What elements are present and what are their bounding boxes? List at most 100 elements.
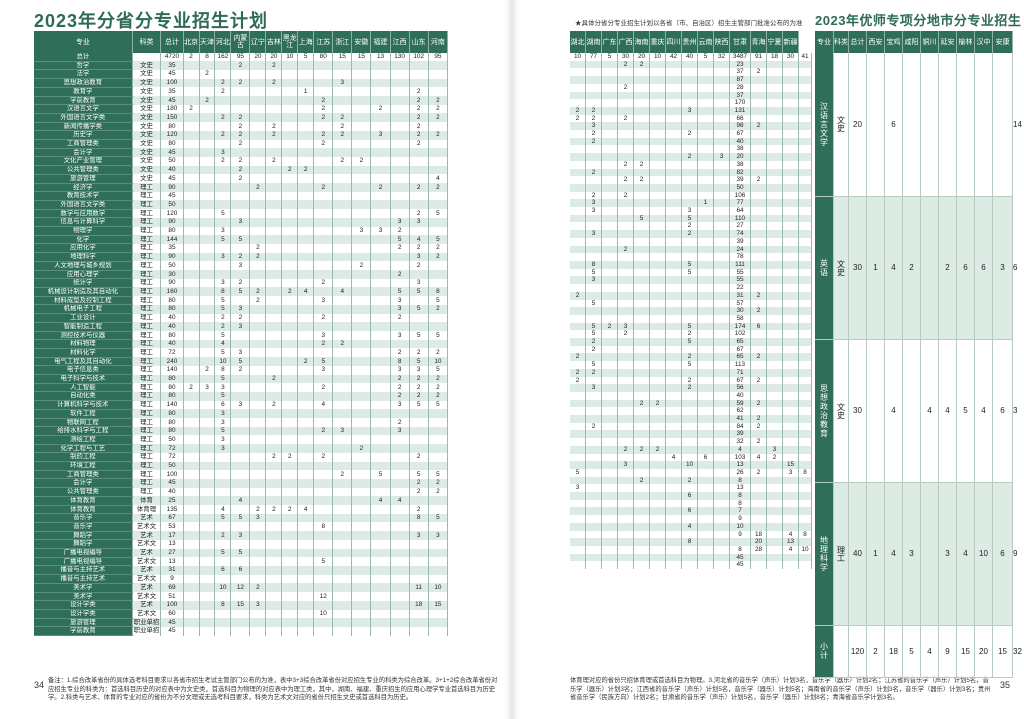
table-cell: [633, 276, 650, 285]
table-cell: [665, 353, 682, 362]
table-cell: 2: [230, 174, 251, 184]
table-cell: 2: [409, 209, 429, 218]
table-cell: [782, 314, 799, 323]
table-cell: [697, 422, 714, 431]
table-cell: [633, 530, 650, 539]
table-cell: 2: [249, 287, 267, 297]
table-cell: 2: [649, 399, 666, 408]
table-cell: [183, 400, 200, 410]
table-cell: [697, 214, 714, 223]
table-cell: [665, 538, 682, 546]
table-cell: 3: [428, 531, 449, 540]
table-cell: 5: [214, 391, 232, 401]
table-row: 工业设计 理工 40 2 2 2 2: [34, 313, 449, 323]
table-cell: 67: [729, 376, 751, 385]
table-cell: [297, 148, 315, 157]
table-cell: [265, 113, 283, 123]
table-cell: [390, 513, 410, 523]
table-cell: 58: [729, 314, 751, 323]
table-cell: [633, 384, 650, 392]
table-cell: [649, 183, 666, 192]
table-cell: [332, 583, 353, 593]
table-cell: [281, 461, 299, 471]
table-cell: 98: [729, 122, 751, 131]
table-cell: [428, 418, 449, 427]
table-cell: [370, 69, 391, 79]
table-cell: 理工: [132, 278, 162, 288]
table-cell: 10: [570, 53, 586, 61]
table-cell: 2: [249, 252, 267, 262]
table-cell: [249, 496, 267, 506]
table-cell: [766, 430, 783, 439]
table-cell: 2: [681, 353, 698, 362]
major-cell: 广播电视编导: [34, 548, 133, 558]
table-row: 38: [570, 145, 812, 154]
table-cell: [697, 330, 714, 339]
table-cell: 4: [370, 496, 391, 506]
table-cell: [370, 148, 391, 157]
table-cell: [782, 91, 799, 100]
table-cell: [332, 278, 353, 288]
table-cell: [428, 574, 449, 584]
table-cell: [665, 137, 682, 146]
table-cell: 2: [313, 426, 334, 436]
table-cell: [601, 468, 618, 477]
table-cell: [281, 243, 299, 253]
table-cell: [249, 609, 267, 619]
major-cell: 英语: [815, 196, 834, 340]
table-cell: [782, 130, 799, 138]
table-cell: 30: [848, 339, 867, 483]
table-cell: [601, 68, 618, 77]
table-cell: [649, 561, 666, 570]
table-cell: [390, 531, 410, 540]
table-cell: 8: [585, 260, 602, 269]
table-cell: [713, 507, 730, 516]
table-cell: [297, 444, 315, 453]
table-row: 思想政治教育 文史 30 4 4 4 5 4 6 3: [815, 339, 1017, 483]
table-cell: [766, 499, 783, 508]
table-cell: [428, 261, 449, 271]
table-cell: [332, 435, 353, 445]
table-cell: [766, 83, 783, 92]
table-cell: 2: [585, 338, 602, 346]
table-cell: [766, 476, 783, 485]
table-cell: 理工: [132, 357, 162, 366]
table-cell: 40: [729, 391, 751, 400]
table-cell: [570, 276, 586, 285]
table-cell: [798, 99, 812, 107]
table-cell: [617, 492, 634, 500]
table-cell: [617, 553, 634, 562]
table-cell: [681, 407, 698, 416]
table-cell: [601, 253, 618, 261]
table-cell: [370, 139, 391, 149]
major-cell: 总计: [34, 53, 133, 62]
table-cell: 2: [199, 96, 216, 105]
table-cell: [351, 539, 372, 549]
table-row: 2 40: [570, 137, 812, 146]
table-cell: [766, 391, 783, 400]
table-cell: [601, 145, 618, 154]
table-cell: [428, 452, 449, 462]
table-cell: [370, 243, 391, 253]
major-cell: 体育教育: [34, 505, 133, 515]
table-cell: 5: [428, 235, 449, 244]
table-cell: [230, 383, 251, 392]
table-cell: [297, 174, 315, 184]
major-cell: 人工智能: [34, 383, 133, 393]
table-cell: [766, 153, 783, 161]
table-cell: [409, 426, 429, 436]
table-cell: [428, 496, 449, 506]
table-cell: [649, 492, 666, 500]
table-cell: [265, 409, 283, 419]
table-cell: 130: [390, 53, 410, 62]
table-cell: [633, 291, 650, 300]
table-cell: 4: [297, 287, 315, 297]
table-cell: [199, 418, 216, 427]
table-cell: 2: [332, 113, 353, 123]
table-row: 2 2 59 2: [570, 399, 812, 408]
table-cell: 50: [160, 156, 184, 166]
table-cell: 95: [428, 53, 449, 62]
table-cell: 3: [332, 426, 353, 436]
table-cell: [585, 253, 602, 261]
major-cell: 化学工程与工艺: [34, 444, 133, 454]
